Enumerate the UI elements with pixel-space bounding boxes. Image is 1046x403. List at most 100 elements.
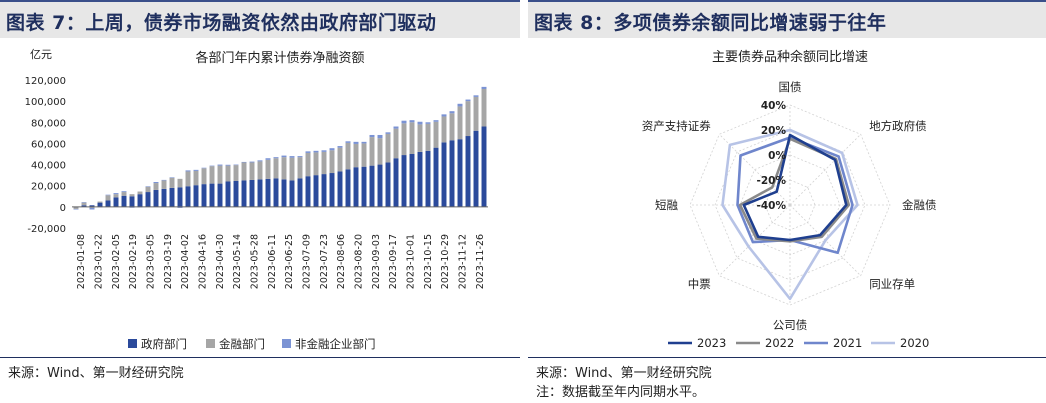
- x-tick-label: 2023-10-01: [406, 234, 417, 289]
- bar-segment-2: [449, 111, 455, 114]
- bar-segment-1: [241, 162, 247, 181]
- radar-axis-label: 资产支持证券: [642, 119, 711, 133]
- bar-segment-2: [305, 151, 311, 153]
- bar-segment-1: [153, 183, 159, 190]
- legend-swatch: [128, 339, 137, 348]
- bar-segment-2: [433, 120, 439, 122]
- left-panel: 图表 7：上周，债券市场融资依然由政府部门驱动 各部门年内累计债券净融资额 亿元 -…: [0, 0, 520, 403]
- x-tick-label: 2023-06-25: [284, 234, 295, 289]
- radar-axis-label: 国债: [779, 80, 802, 94]
- radar-tick-label: 0%: [768, 150, 786, 162]
- bar-segment-1: [225, 165, 231, 182]
- bar-segment-0: [457, 139, 463, 207]
- bar-segment-1: [265, 159, 271, 179]
- bar-segment-2: [121, 191, 127, 193]
- x-tick-label: 2023-06-11: [267, 234, 278, 289]
- bar-segment-0: [153, 189, 159, 207]
- bar-segment-2: [209, 165, 215, 167]
- bar-segment-2: [441, 114, 447, 117]
- bar-segment-2: [217, 164, 223, 166]
- radar-chart: 主要债券品种余额同比增速 -40% -20% 0% 20% 40% 国债地方政府债金融债同业…: [642, 49, 937, 350]
- right-heading-bar: 图表 8：多项债券余额同比增速弱于往年: [528, 0, 1046, 38]
- bar-segment-1: [121, 192, 127, 196]
- bar-segment-1: [401, 123, 407, 156]
- bar-segment-2: [337, 146, 343, 148]
- y-tick-label: 40,000: [31, 161, 66, 172]
- bar-segment-2: [297, 156, 303, 158]
- bar-segment-0: [113, 197, 119, 207]
- bar-segment-0: [273, 178, 279, 207]
- right-heading: 图表 8：多项债券余额同比增速弱于往年: [534, 12, 887, 34]
- radar-spoke: [719, 204, 791, 276]
- bar-segment-1: [73, 207, 79, 209]
- bar-segment-2: [377, 134, 383, 139]
- bar-segment-2: [409, 120, 415, 123]
- bar-segment-0: [481, 126, 487, 207]
- bar-segment-2: [265, 158, 271, 160]
- x-tick-label: 2023-04-16: [198, 234, 209, 289]
- bar-segment-0: [289, 180, 295, 207]
- x-tick-label: 2023-10-29: [440, 234, 451, 289]
- bar-segment-2: [153, 182, 159, 184]
- x-tick-label: 2023-07-23: [319, 234, 330, 289]
- bar-segment-0: [209, 183, 215, 207]
- bar-segment-2: [393, 126, 399, 129]
- bar-segment-1: [313, 152, 319, 176]
- radar-axis-label: 中票: [688, 277, 711, 291]
- radar-tick-label: -20%: [757, 175, 787, 187]
- bar-segment-1: [441, 116, 447, 143]
- bar-segment-0: [409, 154, 415, 207]
- bar-segment-2: [281, 155, 287, 158]
- bar-segment-1: [297, 157, 303, 179]
- bar-segment-0: [145, 192, 151, 207]
- bar-segment-2: [385, 132, 391, 134]
- bar-segment-0: [337, 171, 343, 207]
- bar-segment-2: [201, 167, 207, 169]
- bar-segment-1: [273, 158, 279, 179]
- bar-segment-0: [305, 176, 311, 207]
- bar-segment-0: [161, 188, 167, 207]
- x-tick-label: 2023-05-14: [232, 234, 243, 289]
- right-note: 注：数据截至年内同期水平。: [536, 385, 706, 400]
- bar-segment-0: [121, 195, 127, 207]
- bar-segment-1: [369, 137, 375, 166]
- bar-segment-1: [361, 143, 367, 167]
- bar-segment-0: [129, 196, 135, 207]
- bar-segment-0: [433, 147, 439, 207]
- bar-segment-1: [193, 170, 199, 186]
- bar-segment-2: [321, 150, 327, 152]
- chart-title: 各部门年内累计债券净融资额: [195, 50, 364, 66]
- bar-segment-1: [305, 152, 311, 177]
- y-tick-label: 20,000: [31, 182, 66, 193]
- bar-segment-1: [481, 88, 487, 127]
- radar-spoke: [789, 134, 861, 206]
- bar-segment-1: [337, 147, 343, 172]
- bar-segment-1: [257, 161, 263, 180]
- left-heading: 图表 7：上周，债券市场融资依然由政府部门驱动: [6, 12, 437, 34]
- radar-spoke: [719, 134, 791, 206]
- bar-segment-0: [177, 187, 183, 207]
- bar-segment-1: [281, 157, 287, 180]
- bar-segment-0: [193, 185, 199, 207]
- bar-segment-1: [393, 128, 399, 159]
- radar-axis-label: 公司债: [773, 318, 808, 332]
- radar-series-2023: [742, 133, 848, 242]
- right-panel: 图表 8：多项债券余额同比增速弱于往年 主要债券品种余额同比增速 -40% -20%…: [528, 0, 1046, 403]
- bar-segment-2: [241, 161, 247, 163]
- bar-segment-1: [129, 194, 135, 197]
- bar-segment-0: [449, 140, 455, 207]
- bar-segment-0: [105, 200, 111, 207]
- bar-segment-1: [137, 191, 143, 195]
- x-tick-label: 2023-10-15: [423, 234, 434, 289]
- radar-grid-ring: [714, 129, 866, 281]
- legend-label: 2023: [697, 336, 726, 350]
- bar-segment-1: [473, 96, 479, 131]
- legend-swatch: [282, 339, 291, 348]
- bar-segment-2: [161, 179, 167, 181]
- bar-segment-2: [345, 141, 351, 143]
- bar-segment-1: [457, 106, 463, 140]
- bar-segment-0: [393, 158, 399, 207]
- right-source-divider: [528, 357, 1046, 358]
- bar-segment-1: [289, 157, 295, 181]
- bar-segment-0: [473, 130, 479, 207]
